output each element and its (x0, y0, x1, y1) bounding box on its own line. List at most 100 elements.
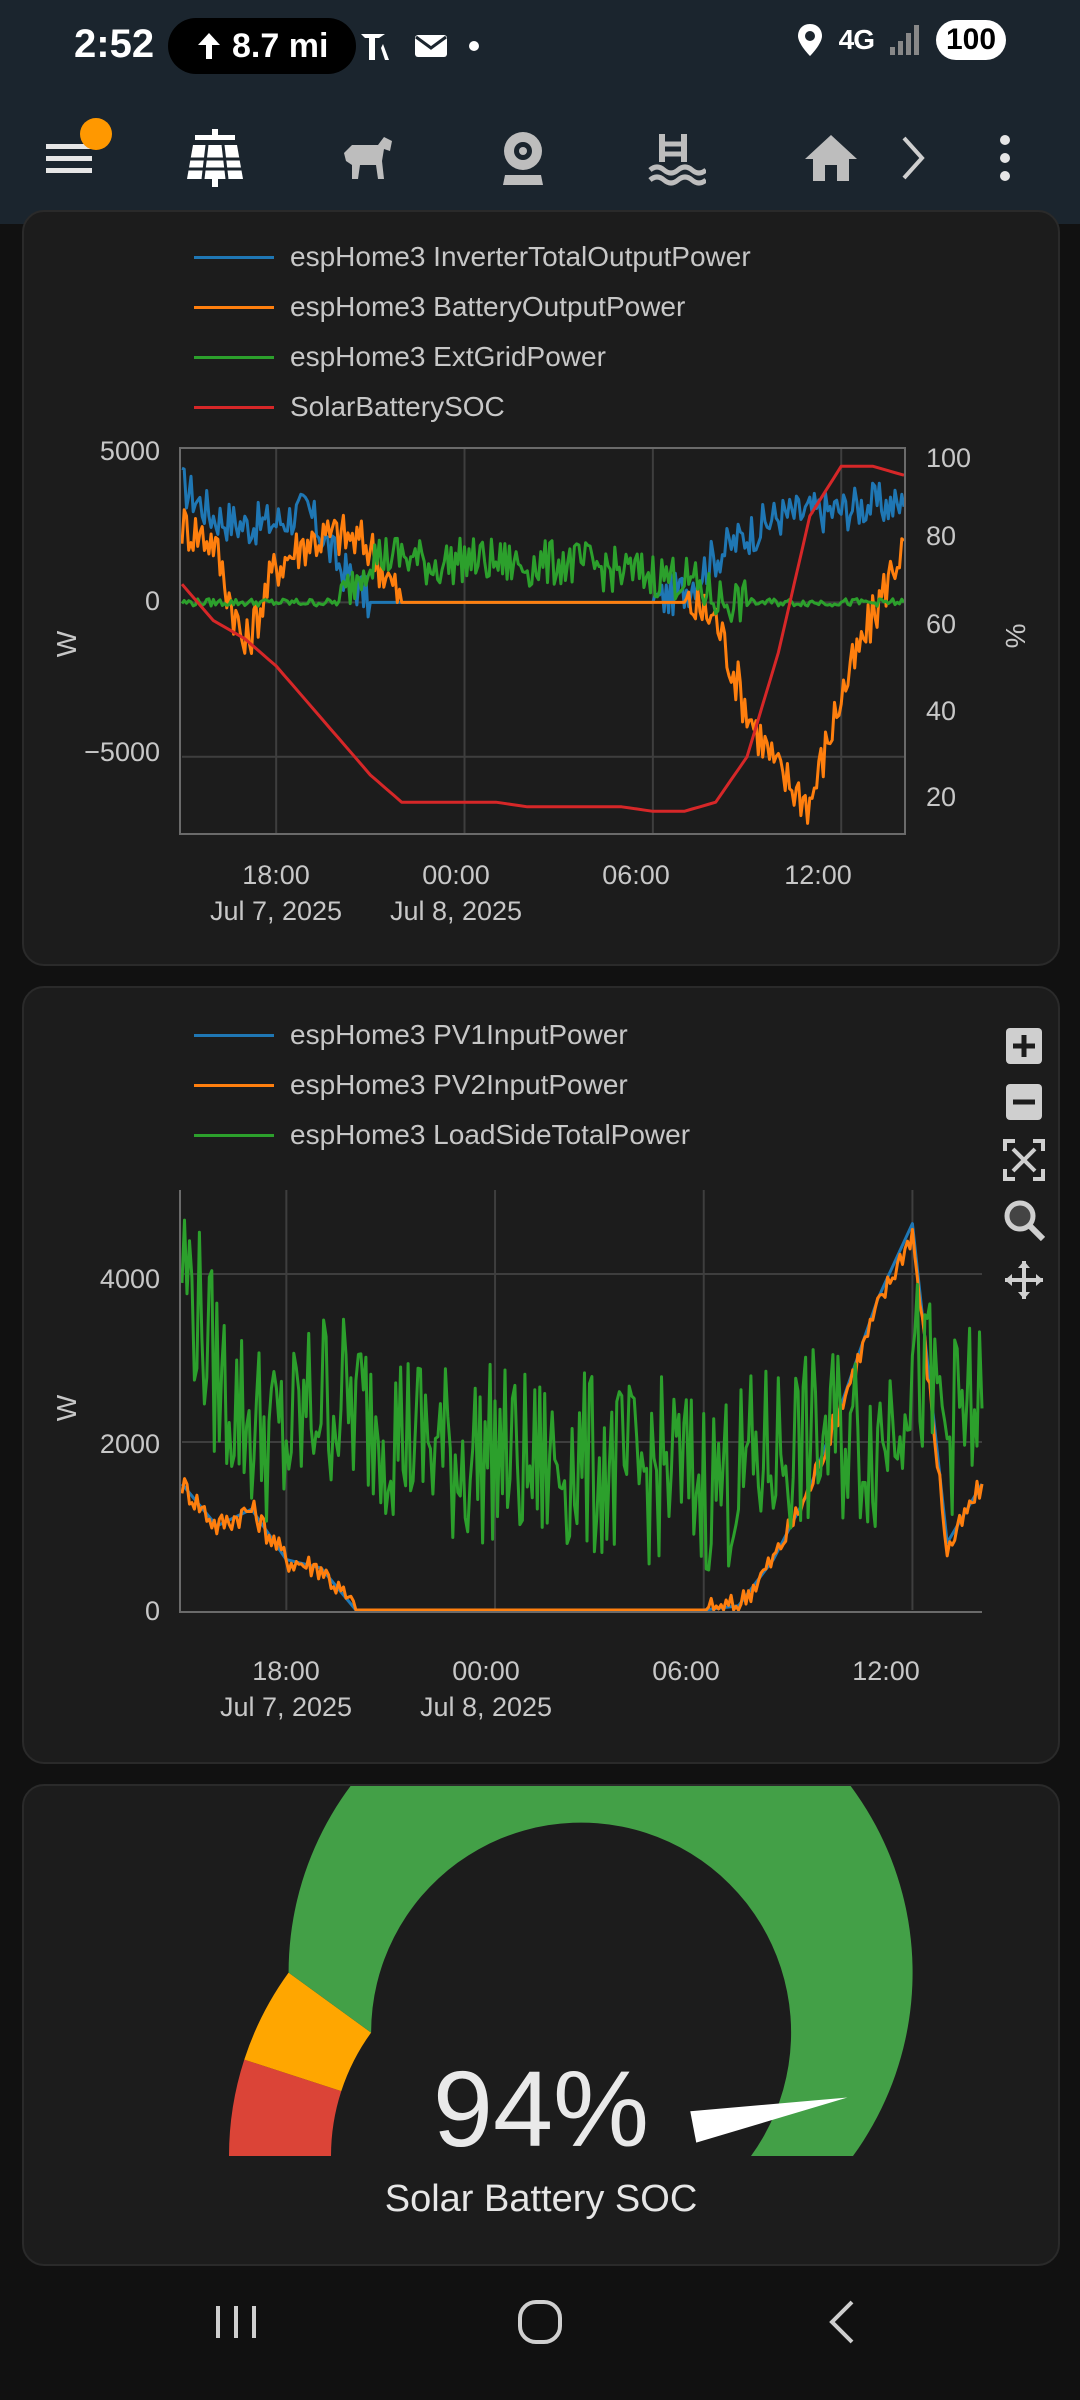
chart1-x-tick: 12:00 (784, 860, 852, 890)
legend-label: espHome3 PV2InputPower (290, 1069, 628, 1100)
gauge-segment (229, 2059, 342, 2156)
navigation-pill[interactable]: 8.7 mi (168, 18, 357, 74)
app-bar (0, 92, 1080, 224)
chevron-right-icon (902, 136, 925, 180)
gauge-segment (244, 1972, 372, 2092)
chart2-y-tick: 0 (145, 1596, 160, 1626)
chart1-x-tick: 18:00 (242, 860, 310, 890)
chart2-x-tick: 18:00 (252, 1656, 320, 1686)
chart1-y-axis-label: W (51, 630, 82, 657)
chart1-x-tick: 06:00 (602, 860, 670, 890)
system-navigation-bar (0, 2270, 1080, 2400)
recent-apps-icon (216, 2306, 256, 2338)
scroll-tabs-right-button[interactable] (888, 92, 938, 224)
chart1-y-tick: 0 (145, 586, 160, 616)
battery-indicator: 100 (936, 20, 1006, 60)
tesla-app-icon (361, 34, 389, 60)
overflow-menu-button[interactable] (980, 92, 1030, 224)
webcam-icon (503, 132, 543, 185)
tab-pool[interactable] (632, 92, 722, 224)
chart1-svg[interactable]: W % 5000 0 −5000 100 80 60 40 20 18:00 J… (24, 212, 1058, 964)
reset-zoom-icon (1003, 1139, 1045, 1181)
back-button[interactable] (814, 2292, 874, 2352)
legend-label: espHome3 PV1InputPower (290, 1019, 628, 1050)
arrow-up-icon (198, 33, 220, 59)
chart1-y2-tick: 20 (926, 782, 956, 812)
series-line (180, 508, 905, 825)
zoom-in-button[interactable] (1002, 1024, 1046, 1068)
home-button[interactable] (508, 2290, 572, 2354)
series-line (180, 536, 906, 623)
navigation-distance: 8.7 mi (232, 26, 329, 65)
chart2-y-tick: 2000 (100, 1429, 160, 1459)
legend-item[interactable]: espHome3 LoadSideTotalPower (194, 1110, 690, 1160)
zoom-select-button[interactable] (1002, 1198, 1046, 1242)
tab-cameras[interactable] (478, 92, 568, 224)
notification-dot-icon (469, 41, 479, 51)
chart1-x-tick: 00:00 (422, 860, 490, 890)
zoom-in-icon (1006, 1028, 1042, 1064)
gauge-needle (690, 2097, 848, 2143)
legend-item[interactable]: SolarBatterySOC (194, 382, 751, 432)
series-line (180, 1218, 984, 1572)
chart2-x-tick: 06:00 (652, 1656, 720, 1686)
chart1-x-tick-date: Jul 7, 2025 (210, 896, 342, 926)
chart2-x-tick-date: Jul 7, 2025 (220, 1692, 352, 1722)
back-icon (829, 2300, 854, 2344)
legend-item[interactable]: espHome3 PV1InputPower (194, 1010, 690, 1060)
signal-icon (890, 25, 919, 55)
legend-label: espHome3 BatteryOutputPower (290, 291, 686, 322)
chart1-y-tick: 5000 (100, 436, 160, 466)
pv-history-card: espHome3 PV1InputPower espHome3 PV2Input… (22, 986, 1060, 1764)
location-icon (797, 24, 822, 56)
zoom-out-button[interactable] (1002, 1080, 1046, 1124)
series-line (180, 464, 905, 813)
zoom-out-icon (1006, 1084, 1042, 1120)
pan-button[interactable] (1002, 1258, 1046, 1302)
soc-gauge (229, 1786, 913, 2156)
chart1-y2-tick: 80 (926, 521, 956, 551)
solar-panel-icon (187, 129, 243, 187)
chart2-y-axis-label: W (51, 1394, 82, 1421)
pan-icon (1005, 1261, 1043, 1299)
chart1-y2-tick: 60 (926, 609, 956, 639)
legend-item[interactable]: espHome3 InverterTotalOutputPower (194, 232, 751, 282)
power-history-card: espHome3 InverterTotalOutputPower espHom… (22, 210, 1060, 966)
chart2-legend: espHome3 PV1InputPower espHome3 PV2Input… (194, 1010, 690, 1160)
chart1-x-tick-date: Jul 8, 2025 (390, 896, 522, 926)
legend-label: espHome3 LoadSideTotalPower (290, 1119, 691, 1150)
reset-zoom-button[interactable] (1002, 1138, 1046, 1182)
horse-icon (344, 137, 392, 179)
chart2-svg[interactable]: W 4000 2000 0 18:00 Jul 7, 2025 00:00 Ju… (24, 988, 984, 1762)
battery-soc-gauge-card[interactable]: 94% Solar Battery SOC (22, 1784, 1060, 2266)
pool-icon (648, 134, 706, 186)
tab-home[interactable] (786, 92, 876, 224)
tab-solar[interactable] (170, 92, 260, 224)
menu-notification-badge (80, 118, 112, 150)
series-line (181, 466, 906, 619)
legend-item[interactable]: espHome3 ExtGridPower (194, 332, 751, 382)
chart2-x-tick: 00:00 (452, 1656, 520, 1686)
menu-button[interactable] (30, 92, 110, 224)
legend-label: espHome3 InverterTotalOutputPower (290, 241, 751, 272)
recent-apps-button[interactable] (206, 2292, 266, 2352)
home-circle-icon (518, 2300, 562, 2344)
legend-item[interactable]: espHome3 BatteryOutputPower (194, 282, 751, 332)
gauge-value: 94% (432, 2048, 650, 2169)
chart1-legend: espHome3 InverterTotalOutputPower espHom… (194, 232, 751, 432)
legend-item[interactable]: espHome3 PV2InputPower (194, 1060, 690, 1110)
zoom-select-icon (1004, 1200, 1045, 1241)
status-time: 2:52 (74, 22, 155, 66)
home-icon (805, 135, 857, 181)
chart2-y-tick: 4000 (100, 1264, 160, 1294)
chart1-y-tick: −5000 (84, 737, 160, 767)
chart1-y2-tick: 40 (926, 696, 956, 726)
menu-icon (46, 144, 92, 173)
tab-horses[interactable] (322, 92, 412, 224)
gauge-label: Solar Battery SOC (384, 2178, 698, 2220)
chart2-x-tick-date: Jul 8, 2025 (420, 1692, 552, 1722)
chart1-y2-axis-label: % (1000, 624, 1031, 649)
more-vertical-icon (1000, 135, 1010, 181)
legend-label: espHome3 ExtGridPower (290, 341, 606, 372)
gauge-segment (288, 1786, 913, 2156)
